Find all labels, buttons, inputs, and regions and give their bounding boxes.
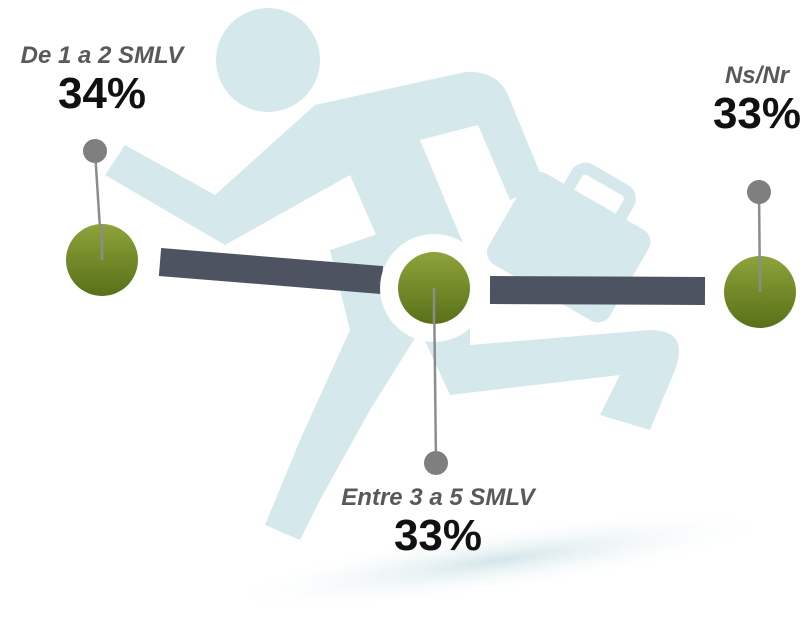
- bar-segment-1: [158, 248, 384, 294]
- slice-label-1: De 1 a 2 SMLV 34%: [21, 42, 184, 118]
- data-marks: [66, 139, 796, 475]
- value-label: 34%: [57, 69, 147, 118]
- slice-label-2: Entre 3 a 5 SMLV 33%: [341, 484, 534, 560]
- category-label: Entre 3 a 5 SMLV: [341, 484, 535, 511]
- value-label: 33%: [393, 511, 483, 560]
- slice-label-3: Ns/Nr 33%: [713, 62, 801, 138]
- pin-head-3: [747, 180, 771, 204]
- pin-head-2: [424, 451, 448, 475]
- category-label: Ns/Nr: [724, 62, 790, 89]
- value-label: 33%: [712, 89, 802, 138]
- connector-bar: [158, 248, 706, 305]
- pin-head-1: [83, 139, 107, 163]
- bar-segment-2: [489, 276, 706, 305]
- category-label: De 1 a 2 SMLV: [20, 42, 184, 69]
